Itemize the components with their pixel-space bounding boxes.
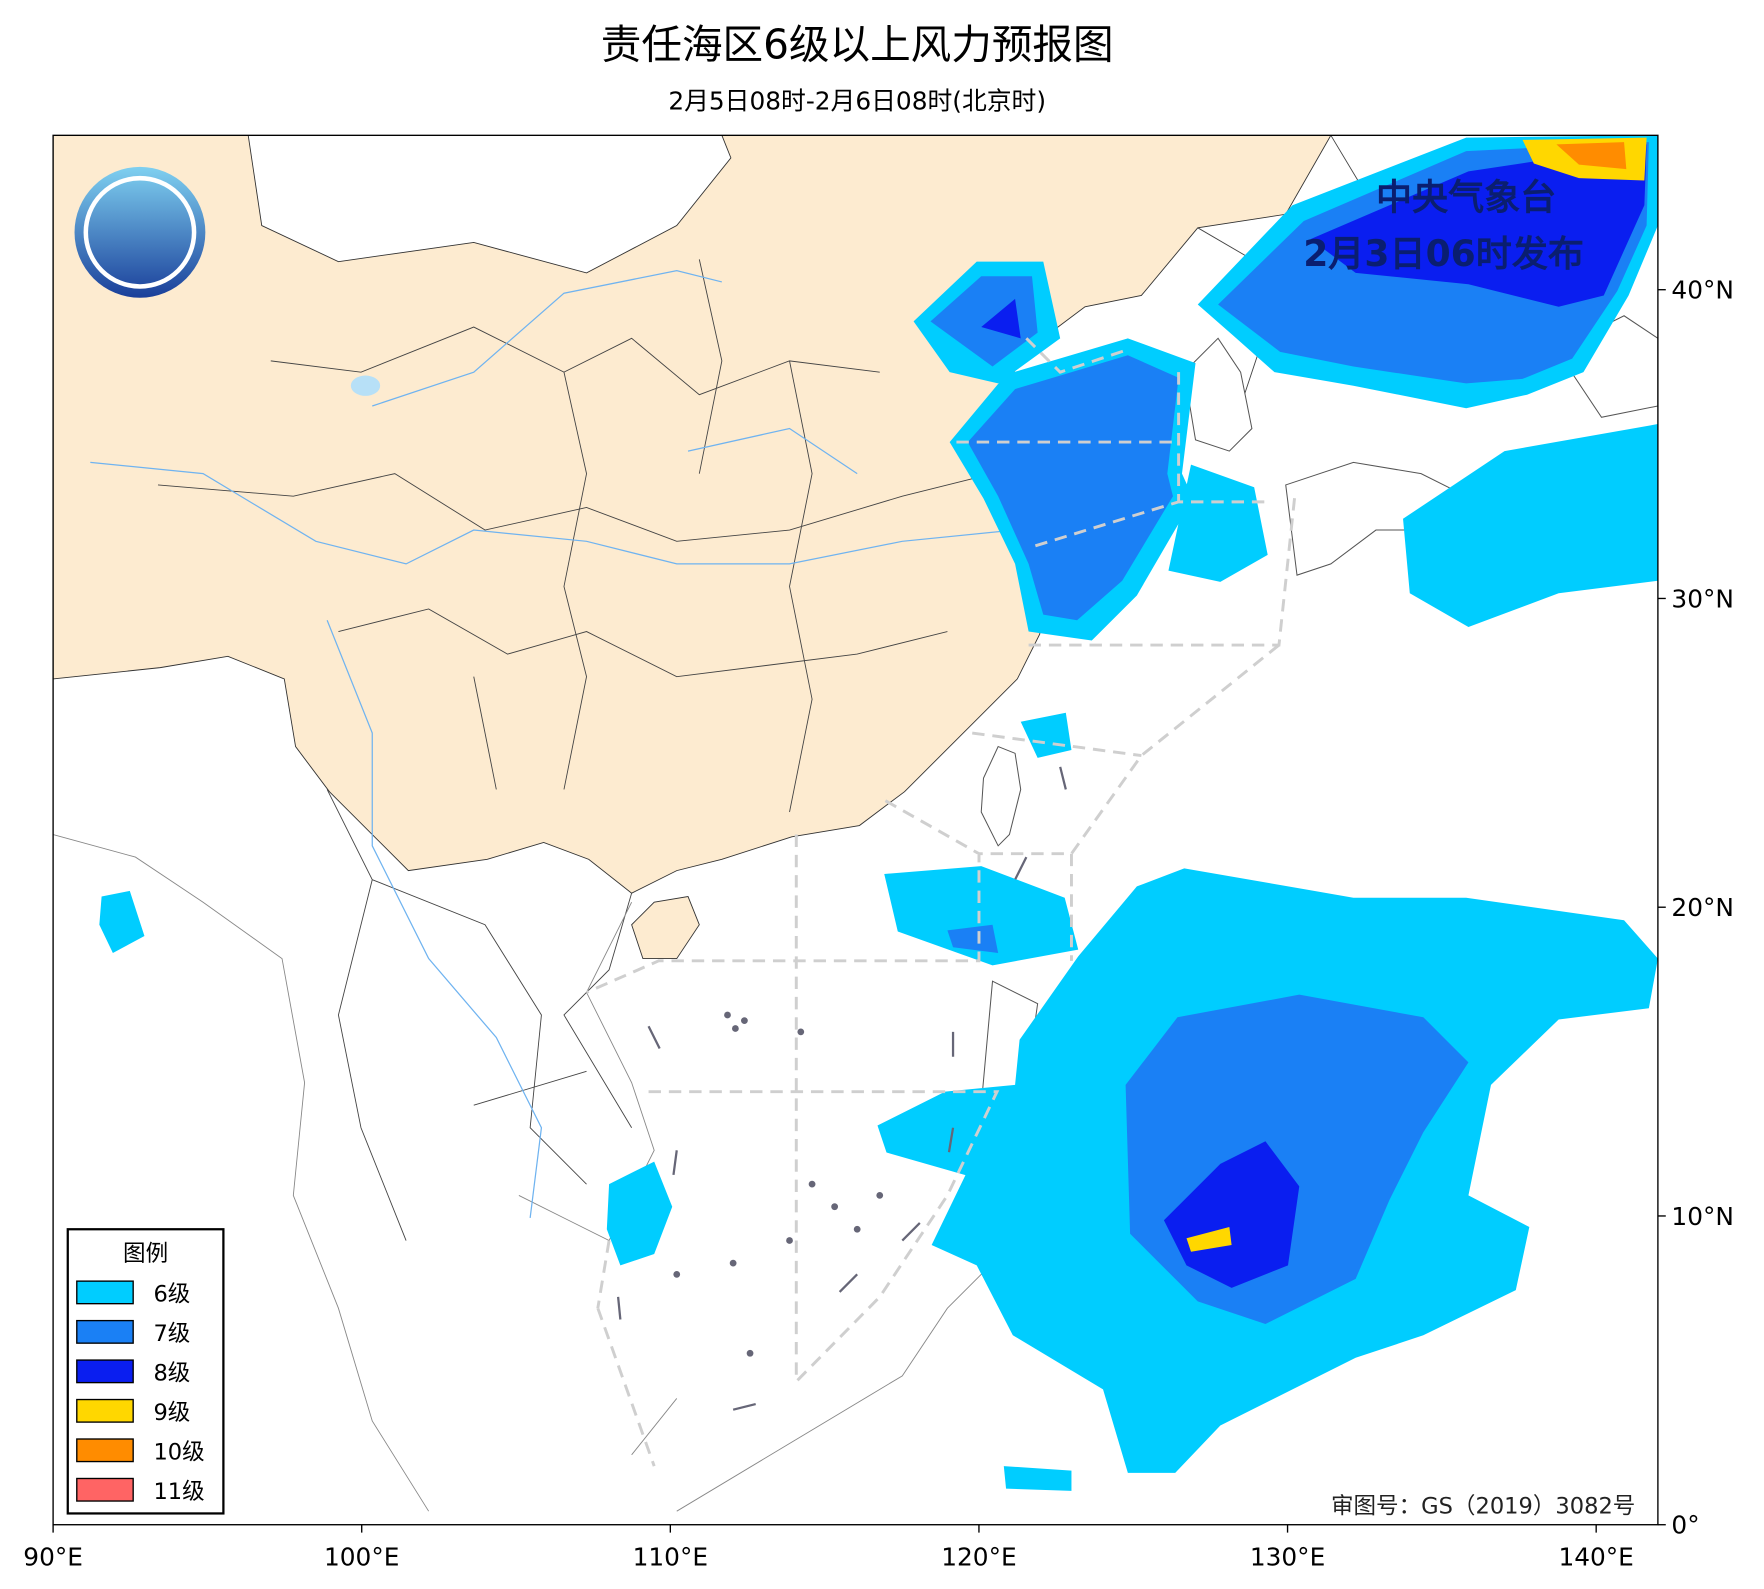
legend-swatch	[76, 1477, 134, 1502]
approval-number: 审图号：GS（2019）3082号	[1331, 1493, 1635, 1519]
wind-area-8	[981, 144, 1647, 1288]
y-tick-label: 40°N	[1671, 276, 1734, 305]
legend-swatch	[76, 1438, 134, 1463]
lake	[350, 375, 381, 396]
sea-zone-lines	[585, 337, 1297, 1467]
logo-ring	[83, 175, 197, 289]
legend-label: 8级	[153, 1360, 190, 1386]
title: 责任海区6级以上风力预报图	[601, 21, 1114, 69]
x-tick-label: 100°E	[324, 1542, 399, 1571]
y-tick-label: 20°N	[1671, 893, 1734, 922]
subtitle: 2月5日08时-2月6日08时(北京时)	[668, 86, 1046, 115]
legend-label: 6级	[153, 1281, 190, 1307]
legend: 图例 6级 7级 8级 9级 10级 11级	[66, 1228, 225, 1515]
x-tick-label: 120°E	[941, 1542, 1016, 1571]
logo	[74, 166, 206, 298]
legend-label: 9级	[153, 1400, 190, 1426]
legend-swatch	[76, 1398, 134, 1423]
map-body: 中央气象台 2月3日06时发布 审图号：GS（2019）3082号 图例 6级 7…	[53, 135, 1658, 1525]
map-frame	[52, 134, 1659, 1526]
issue-time: 2月3日06时发布	[1303, 233, 1584, 275]
nine-dash-line	[616, 766, 1067, 1411]
y-tick-label: 30°N	[1671, 584, 1734, 613]
x-tick-label: 130°E	[1250, 1542, 1325, 1571]
publisher: 中央气象台	[1376, 177, 1556, 219]
hainan	[631, 896, 700, 960]
x-tick-label: 90°E	[23, 1542, 83, 1571]
legend-swatch	[76, 1359, 134, 1384]
wind-areas	[99, 135, 1658, 1491]
legend-label: 7级	[153, 1321, 190, 1347]
y-tick-label: 10°N	[1671, 1202, 1734, 1231]
wind-area-7	[930, 142, 1649, 1324]
wind-area-10	[1556, 142, 1627, 170]
reef-dots	[673, 1011, 884, 1357]
se-asia-coast	[53, 834, 993, 1512]
legend-swatch	[76, 1319, 134, 1344]
province-borders	[157, 259, 993, 813]
legend-label: 10级	[153, 1439, 204, 1465]
legend-swatch	[76, 1280, 134, 1305]
legend-label: 11级	[153, 1479, 204, 1505]
x-tick-label: 110°E	[633, 1542, 708, 1571]
y-tick-label: 0°	[1671, 1511, 1699, 1540]
taiwan	[980, 745, 1022, 847]
axes: 90°E 100°E 110°E 120°E 130°E 140°E 0° 10°N 20°N 3…	[23, 276, 1734, 1572]
x-tick-label: 140°E	[1558, 1542, 1633, 1571]
legend-title: 图例	[123, 1241, 168, 1267]
rivers	[90, 270, 1016, 1219]
